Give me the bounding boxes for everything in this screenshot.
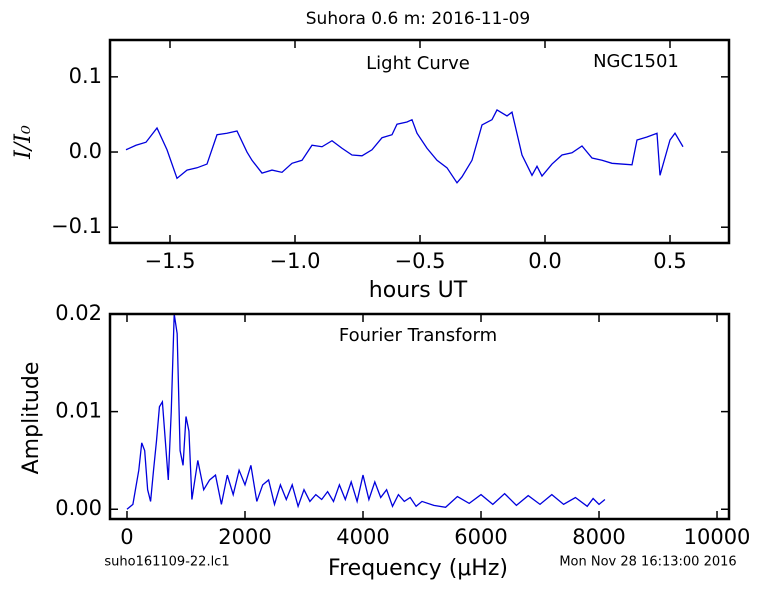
y-tick-label: 0.01 xyxy=(55,399,102,423)
x-tick-label: −0.5 xyxy=(395,249,446,273)
x-tick-label: 0.0 xyxy=(528,249,561,273)
x-axis-label: Frequency (μHz) xyxy=(328,556,508,581)
annotation: Light Curve xyxy=(366,53,470,74)
x-tick-label: 0.5 xyxy=(653,249,686,273)
y-tick-label: 0.02 xyxy=(55,301,102,325)
x-tick-label: 0 xyxy=(120,525,133,549)
data-line xyxy=(126,313,606,510)
x-tick-label: 4000 xyxy=(336,525,389,549)
footnote: Mon Nov 28 16:13:00 2016 xyxy=(559,555,736,570)
axes-frame xyxy=(108,312,731,521)
axes-frame xyxy=(108,38,731,245)
y-tick-label: 0.0 xyxy=(69,139,102,163)
x-tick-label: −1.5 xyxy=(145,249,196,273)
y-tick-label: 0.00 xyxy=(55,496,102,520)
x-tick-label: −1.0 xyxy=(270,249,321,273)
figure-title: Suhora 0.6 m: 2016-11-09 xyxy=(306,9,530,29)
annotation: NGC1501 xyxy=(593,51,679,72)
x-tick-label: 2000 xyxy=(218,525,271,549)
y-axis-label: I/I₀ xyxy=(11,125,36,160)
annotation: Fourier Transform xyxy=(339,325,497,346)
y-tick-label: 0.1 xyxy=(69,64,102,88)
footnote: suho161109-22.lc1 xyxy=(104,555,229,570)
y-axis-label: Amplitude xyxy=(19,362,44,475)
x-tick-label: 8000 xyxy=(572,525,625,549)
x-tick-label: 6000 xyxy=(454,525,507,549)
y-tick-label: −0.1 xyxy=(51,214,102,238)
data-line xyxy=(125,109,684,184)
x-tick-label: 10000 xyxy=(684,525,751,549)
x-axis-label: hours UT xyxy=(369,278,468,303)
